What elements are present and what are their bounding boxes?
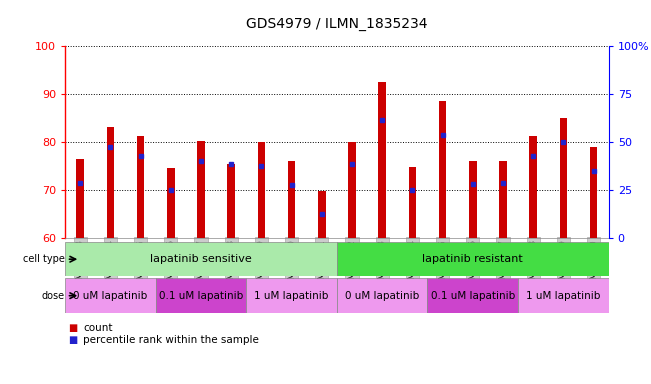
Bar: [560, 118, 567, 238]
Bar: [337, 278, 428, 313]
Text: lapatinib resistant: lapatinib resistant: [422, 254, 523, 264]
Text: 1 uM lapatinib: 1 uM lapatinib: [526, 291, 601, 301]
Bar: [156, 278, 246, 313]
Bar: [378, 82, 386, 238]
Bar: [348, 142, 355, 238]
Bar: [197, 141, 205, 238]
Bar: [529, 136, 537, 238]
Text: 0.1 uM lapatinib: 0.1 uM lapatinib: [431, 291, 515, 301]
Bar: [65, 242, 337, 276]
Bar: [518, 278, 609, 313]
Bar: [318, 191, 326, 238]
Text: dose: dose: [42, 291, 65, 301]
Text: GDS4979 / ILMN_1835234: GDS4979 / ILMN_1835234: [246, 17, 428, 31]
Text: cell type: cell type: [23, 254, 65, 264]
Bar: [227, 164, 235, 238]
Text: count: count: [83, 323, 113, 333]
Text: percentile rank within the sample: percentile rank within the sample: [83, 335, 259, 345]
Bar: [288, 161, 296, 238]
Text: 1 uM lapatinib: 1 uM lapatinib: [255, 291, 329, 301]
Text: 0 uM lapatinib: 0 uM lapatinib: [74, 291, 148, 301]
Bar: [337, 242, 609, 276]
Text: ■: ■: [68, 335, 77, 345]
Bar: [76, 159, 84, 238]
Bar: [258, 142, 265, 238]
Bar: [409, 167, 416, 238]
Bar: [65, 278, 156, 313]
Bar: [137, 136, 145, 238]
Bar: [439, 101, 447, 238]
Text: ■: ■: [68, 323, 77, 333]
Bar: [246, 278, 337, 313]
Bar: [107, 127, 114, 238]
Text: lapatinib sensitive: lapatinib sensitive: [150, 254, 252, 264]
Bar: [499, 161, 506, 238]
Bar: [590, 147, 598, 238]
Text: 0 uM lapatinib: 0 uM lapatinib: [345, 291, 419, 301]
Bar: [167, 169, 174, 238]
Bar: [469, 161, 477, 238]
Bar: [428, 278, 518, 313]
Text: 0.1 uM lapatinib: 0.1 uM lapatinib: [159, 291, 243, 301]
